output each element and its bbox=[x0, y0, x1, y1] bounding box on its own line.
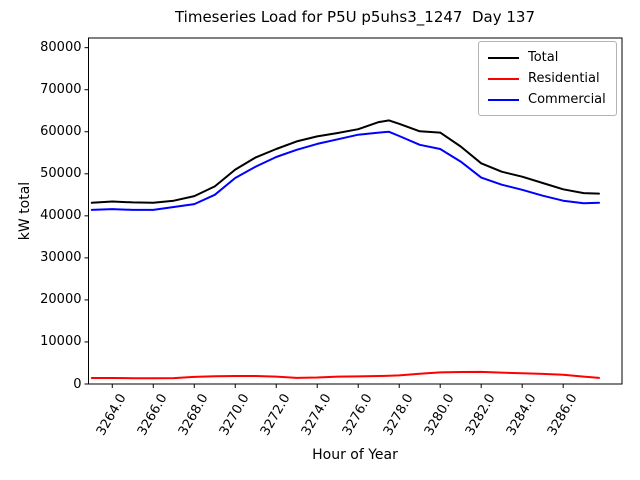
y-tick-label: 0 bbox=[73, 376, 82, 392]
y-tick-label: 60000 bbox=[40, 124, 82, 140]
series-line-commercial bbox=[90, 130, 600, 211]
legend-line-sample bbox=[488, 77, 519, 80]
y-tick-label: 70000 bbox=[40, 82, 82, 98]
x-axis-label: Hour of Year bbox=[312, 447, 398, 463]
series-line-total bbox=[90, 119, 600, 204]
legend-line-sample bbox=[488, 56, 519, 59]
legend-label: Commercial bbox=[528, 92, 606, 107]
legend-label: Total bbox=[528, 50, 559, 65]
y-tick-label: 30000 bbox=[40, 250, 82, 266]
legend: Total Residential Commercial bbox=[478, 41, 617, 116]
legend-item-commercial: Commercial bbox=[488, 89, 607, 110]
legend-line-sample bbox=[488, 98, 519, 101]
y-tick-label: 20000 bbox=[40, 292, 82, 308]
legend-item-residential: Residential bbox=[488, 68, 607, 89]
y-tick-label: 50000 bbox=[40, 166, 82, 182]
series-line-residential bbox=[90, 370, 600, 380]
legend-label: Residential bbox=[528, 71, 600, 86]
chart-title: Timeseries Load for P5U p5uhs3_1247 Day … bbox=[174, 8, 536, 26]
y-tick-label: 80000 bbox=[40, 40, 82, 56]
legend-item-total: Total bbox=[488, 47, 607, 68]
y-tick-label: 40000 bbox=[40, 208, 82, 224]
y-tick-label: 10000 bbox=[40, 334, 82, 350]
axes-frame bbox=[88, 37, 623, 385]
